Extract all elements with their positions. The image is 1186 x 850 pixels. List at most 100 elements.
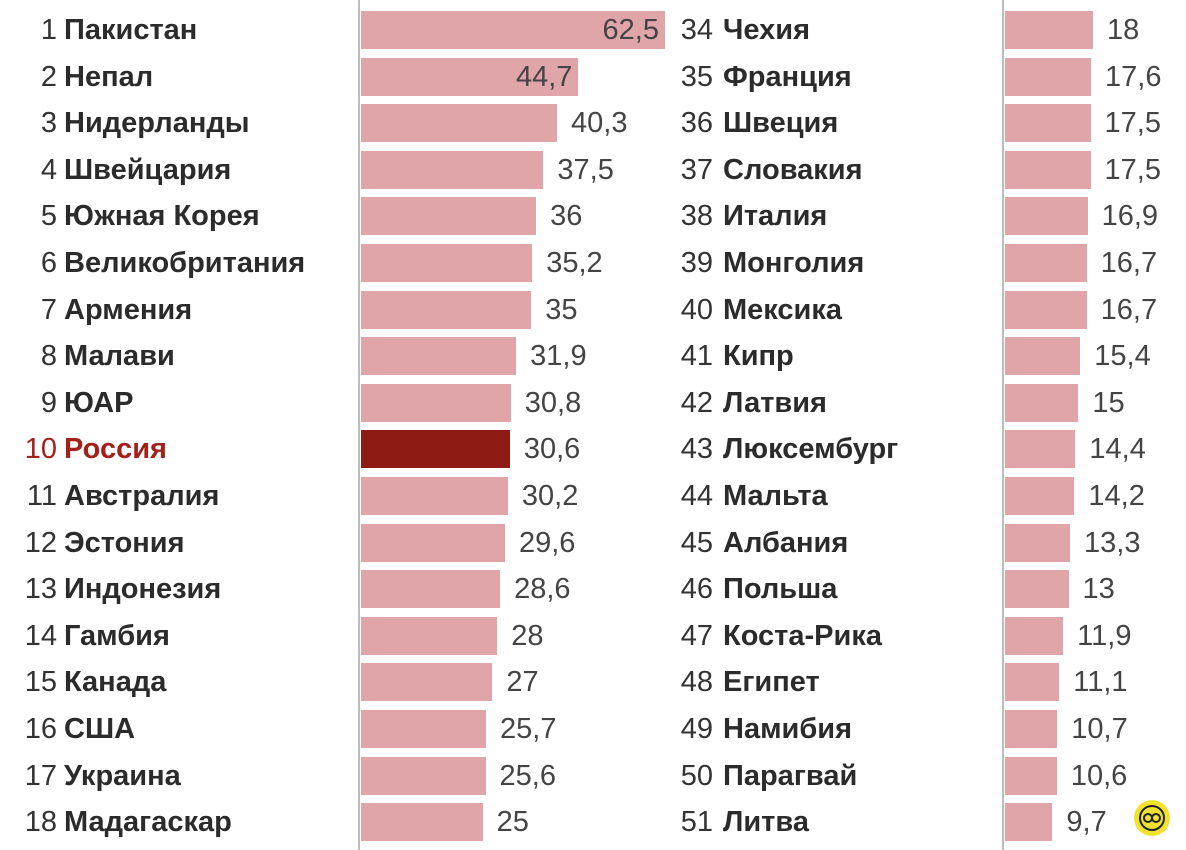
rank-label: 12 <box>24 526 57 559</box>
bar <box>361 290 532 329</box>
value-label: 25,7 <box>500 713 557 745</box>
country-label: Литва <box>723 806 809 839</box>
country-label: Швеция <box>723 107 839 140</box>
country-label: Латвия <box>723 386 827 419</box>
chart-row: 6 Великобритания 35,2 <box>0 240 1186 286</box>
value-label: 37,5 <box>557 153 614 186</box>
rank-label: 35 <box>680 60 713 93</box>
rank-label: 34 <box>680 14 713 46</box>
chart-row: 37 Словакия 17,5 <box>0 147 1186 193</box>
value-label: 17,5 <box>1104 153 1161 186</box>
country-label: Чехия <box>723 14 810 46</box>
bar <box>361 616 498 655</box>
bar <box>1005 150 1091 189</box>
bar <box>361 756 486 795</box>
value-label: 16,9 <box>1101 200 1159 233</box>
rank-label: 8 <box>40 340 57 373</box>
chart-row: 35 Франция 17,6 <box>0 54 1186 100</box>
country-label: Австралия <box>64 480 220 512</box>
value-label: 11,1 <box>1073 666 1128 699</box>
bar <box>361 150 544 189</box>
value-label: 14,4 <box>1089 433 1146 466</box>
country-label: Мадагаскар <box>64 806 232 839</box>
bar <box>1005 477 1075 515</box>
value-label: 35 <box>545 293 578 326</box>
value-label: 13,3 <box>1084 526 1141 559</box>
rank-label: 1 <box>40 14 57 46</box>
rank-label: 38 <box>680 200 713 233</box>
value-label: 40,3 <box>571 107 628 140</box>
bar <box>1005 290 1087 329</box>
chart-row: 2 Непал 44,7 <box>0 54 1186 100</box>
country-label: Мексика <box>723 293 843 326</box>
value-label: 30,2 <box>521 480 579 512</box>
bar <box>361 57 579 96</box>
bar <box>1005 430 1076 469</box>
bar <box>361 104 558 143</box>
chart-row: 36 Швеция 17,5 <box>0 100 1186 146</box>
chart-row: 13 Индонезия 28,6 <box>0 566 1186 612</box>
chart-row: 5 Южная Корея 36 <box>0 193 1186 239</box>
rank-label: 36 <box>680 107 713 140</box>
country-label: Швейцария <box>64 153 232 186</box>
chart-row: 10 Россия 30,6 <box>0 426 1186 472</box>
country-label: ЮАР <box>64 386 134 419</box>
bar <box>361 11 665 49</box>
chart-row: 49 Намибия 10,7 <box>0 706 1186 752</box>
rank-label: 45 <box>680 526 713 559</box>
country-label: Малави <box>64 340 175 373</box>
bar <box>361 803 483 842</box>
rank-label: 42 <box>680 386 713 419</box>
chart-row: 46 Польша 13 <box>0 566 1186 612</box>
country-label: Люксембург <box>723 433 899 466</box>
country-label: Мальта <box>723 480 828 512</box>
country-label: Гамбия <box>64 619 170 652</box>
chart-row: 48 Египет 11,1 <box>0 659 1186 705</box>
bar <box>1005 570 1069 609</box>
bar <box>361 663 493 702</box>
rank-label: 14 <box>24 619 57 652</box>
country-label: Словакия <box>723 153 863 186</box>
country-label: Монголия <box>723 247 865 279</box>
chart-row: 40 Мексика 16,7 <box>0 287 1186 333</box>
chart-row: 14 Гамбия 28 <box>0 613 1186 659</box>
axis-line <box>358 0 360 850</box>
chart-row: 51 Литва 9,7 <box>0 799 1186 845</box>
value-label: 15 <box>1092 386 1125 419</box>
bar <box>361 383 511 422</box>
rank-label: 39 <box>680 247 713 279</box>
chart-row: 38 Италия 16,9 <box>0 193 1186 239</box>
chart-row: 47 Коста-Рика 11,9 <box>0 613 1186 659</box>
bar <box>1005 710 1058 748</box>
value-label: 30,8 <box>524 386 582 419</box>
bar <box>361 430 510 469</box>
chart-row: 9 ЮАР 30,8 <box>0 380 1186 426</box>
rank-label: 3 <box>40 107 57 140</box>
chart-row: 45 Албания 13,3 <box>0 520 1186 566</box>
rank-label: 43 <box>680 433 713 466</box>
value-label: 16,7 <box>1100 247 1158 279</box>
value-label: 25 <box>496 806 529 839</box>
country-label: Эстония <box>64 526 185 559</box>
chart-row: 1 Пакистан 62,5 <box>0 7 1186 53</box>
chart-row: 8 Малави 31,9 <box>0 333 1186 379</box>
value-label: 17,5 <box>1104 107 1161 140</box>
bar <box>1005 244 1087 282</box>
chart-row: 11 Австралия 30,2 <box>0 473 1186 519</box>
value-label: 16,7 <box>1100 293 1158 326</box>
value-label: 27 <box>506 666 539 699</box>
rank-label: 10 <box>24 433 57 466</box>
rank-label: 40 <box>680 293 713 326</box>
value-label: 14,2 <box>1088 480 1145 512</box>
country-label: Индонезия <box>64 573 222 606</box>
rank-label: 48 <box>680 666 713 699</box>
rank-label: 11 <box>26 480 57 512</box>
value-label: 29,6 <box>518 526 576 559</box>
bar <box>361 570 501 609</box>
value-label: 9,7 <box>1066 806 1107 839</box>
value-label: 17,6 <box>1105 60 1162 93</box>
country-label: США <box>64 713 136 745</box>
bar <box>1005 383 1079 422</box>
country-label: Польша <box>723 573 838 606</box>
